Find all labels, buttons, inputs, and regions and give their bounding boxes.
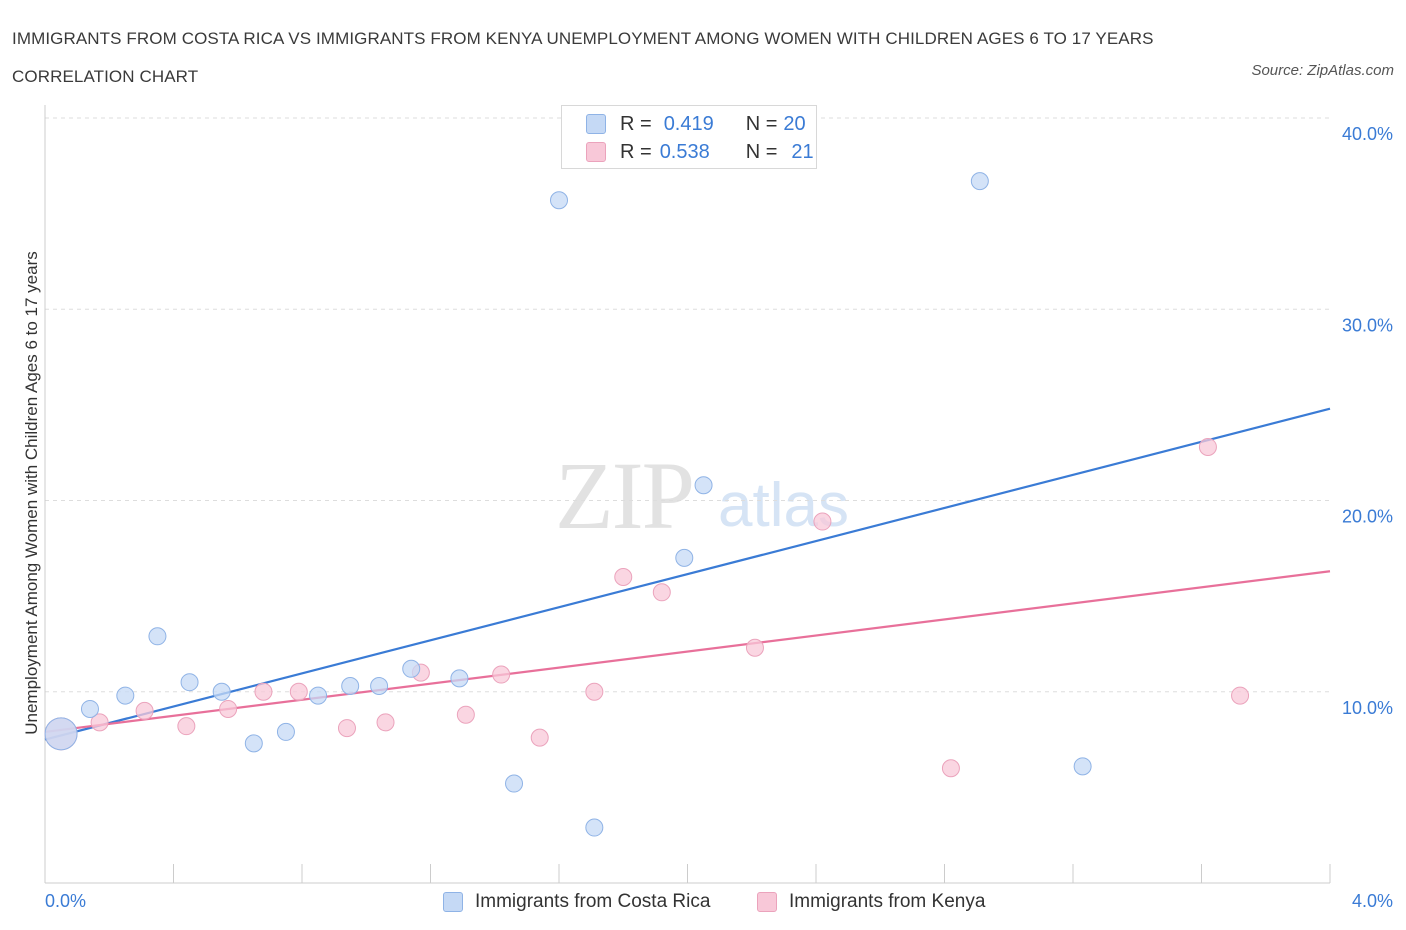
watermark-zip: ZIP [555, 442, 695, 549]
legend-swatch-pink [586, 142, 606, 162]
point-kenya [254, 682, 273, 701]
point-kenya [492, 665, 511, 684]
point-costa-rica [276, 722, 295, 741]
series-swatch-pink [757, 892, 777, 912]
tick-labels: 10.0% 20.0% 30.0% 40.0% 0.0% 4.0% [45, 124, 1393, 911]
point-kenya [456, 705, 475, 724]
legend-n-value: 21 [791, 140, 814, 163]
point-kenya [376, 713, 395, 732]
grid-lines [45, 117, 1330, 693]
point-costa-rica [1073, 757, 1092, 776]
stats-legend: R = 0.419 N = 20 R = 0.538 N = 21 [561, 105, 817, 169]
y-tick-label: 30.0% [1342, 315, 1393, 335]
point-costa-rica [116, 686, 135, 705]
point-kenya [614, 568, 633, 586]
legend-n-label: N = [745, 140, 778, 163]
chart-title: IMMIGRANTS FROM COSTA RICA VS IMMIGRANTS… [12, 29, 1154, 86]
legend-n-label: N = [745, 112, 778, 135]
point-costa-rica [694, 476, 713, 495]
point-costa-rica [402, 659, 421, 678]
trend-line-costa-rica [44, 407, 1331, 741]
point-costa-rica [148, 627, 167, 646]
x-tick-label-min: 0.0% [45, 891, 86, 911]
point-kenya [135, 701, 154, 720]
point-kenya [530, 728, 549, 747]
point-costa-rica [370, 677, 389, 696]
point-costa-rica [505, 774, 524, 793]
axes [44, 105, 1331, 884]
point-kenya [652, 583, 671, 602]
legend-swatch-blue [586, 114, 606, 134]
point-costa-rica [309, 686, 328, 705]
legend-r-value: 0.538 [659, 140, 710, 163]
point-kenya [1198, 437, 1217, 456]
series-name-kenya: Immigrants from Kenya [789, 891, 986, 912]
trend-lines [44, 407, 1331, 741]
point-kenya [813, 512, 832, 531]
series-legend-kenya: Immigrants from Kenya [757, 888, 985, 916]
point-costa-rica [44, 717, 78, 751]
point-kenya [289, 682, 308, 701]
series-legend-costa-rica: Immigrants from Costa Rica [443, 888, 710, 916]
y-axis-title: Unemployment Among Women with Children A… [22, 251, 41, 735]
point-costa-rica [244, 734, 263, 753]
series-name-costa-rica: Immigrants from Costa Rica [475, 891, 711, 912]
point-kenya [745, 638, 764, 657]
point-costa-rica [212, 682, 231, 701]
legend-r-label: R = [620, 112, 652, 135]
point-kenya [941, 759, 960, 778]
y-tick-label: 20.0% [1342, 507, 1393, 527]
legend-row-costa-rica: R = 0.419 N = 20 [586, 110, 806, 138]
point-kenya [585, 682, 604, 701]
series-swatch-blue [443, 892, 463, 912]
legend-row-kenya: R = 0.538 N = 21 [586, 138, 814, 166]
point-costa-rica [341, 677, 360, 696]
point-costa-rica [80, 699, 99, 718]
legend-r-label: R = [620, 140, 652, 163]
point-costa-rica [970, 172, 989, 191]
point-costa-rica [675, 548, 694, 567]
point-kenya [337, 719, 356, 738]
y-tick-label: 10.0% [1342, 698, 1393, 718]
y-tick-label: 40.0% [1342, 124, 1393, 144]
trend-line-kenya [44, 570, 1331, 734]
x-tick-label-max: 4.0% [1352, 891, 1393, 911]
point-costa-rica [450, 669, 469, 688]
legend-n-value: 20 [783, 112, 806, 135]
legend-r-value: 0.419 [663, 112, 714, 135]
data-points [44, 172, 1250, 837]
point-kenya [90, 713, 109, 732]
point-kenya [177, 717, 196, 736]
point-costa-rica [550, 191, 568, 210]
point-kenya [219, 699, 238, 718]
point-costa-rica [585, 818, 604, 837]
source-label: Source: ZipAtlas.com [1251, 62, 1394, 79]
point-costa-rica [180, 673, 199, 692]
point-kenya [1231, 686, 1250, 705]
